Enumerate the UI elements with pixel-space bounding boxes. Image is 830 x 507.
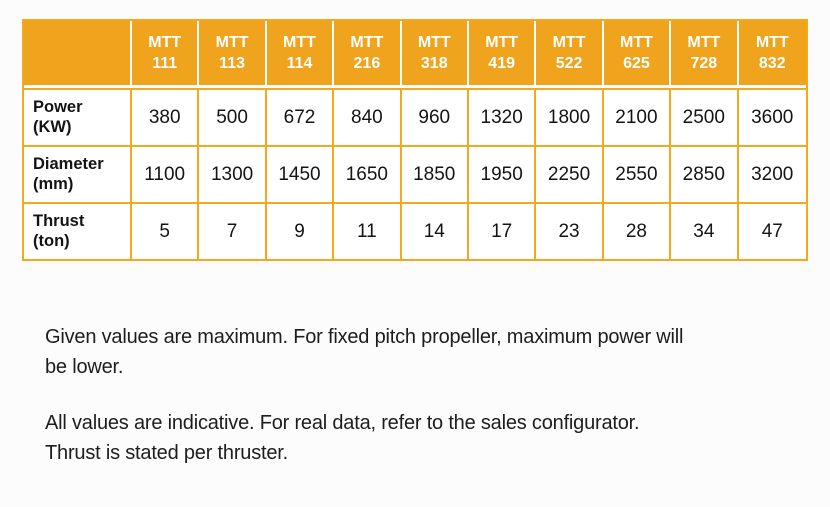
- column-header-mtt-832: MTT 832: [738, 21, 806, 88]
- cell-power-mtt-419: 1320: [468, 88, 537, 145]
- table-header: MTT 111 MTT 113 MTT 114 MTT 216 MTT 318 MTT 419 MTT 5…: [24, 21, 806, 88]
- column-header-series: MTT: [485, 33, 519, 51]
- table-body: Power (KW) 380 500 672 840 960 1320 1800 2100 2500…: [24, 88, 806, 259]
- cell-thrust-mtt-419: 17: [468, 202, 537, 259]
- row-label-unit: (mm): [33, 174, 74, 193]
- cell-thrust-mtt-832: 47: [738, 202, 806, 259]
- column-header-series: MTT: [619, 33, 653, 51]
- column-header-model: 216: [353, 55, 381, 72]
- cell-thrust-mtt-216: 11: [334, 202, 402, 259]
- cell-diameter-mtt-113: 1300: [199, 145, 267, 202]
- column-header-mtt-216: MTT 216: [334, 21, 402, 88]
- note-line: All values are indicative. For real data…: [45, 412, 640, 434]
- column-header-model: 114: [286, 55, 313, 72]
- column-header-series: MTT: [687, 33, 721, 51]
- column-header-mtt-318: MTT 318: [401, 21, 469, 88]
- column-header-mtt-113: MTT 113: [199, 21, 267, 88]
- column-header-model: 318: [420, 55, 448, 72]
- cell-power-mtt-114: 672: [266, 88, 335, 145]
- cell-power-mtt-113: 500: [199, 88, 267, 145]
- cell-power-mtt-318: 960: [401, 88, 469, 145]
- thruster-spec-table: MTT 111 MTT 113 MTT 114 MTT 216 MTT 318 MTT 419 MTT 5…: [22, 19, 808, 261]
- cell-diameter-mtt-832: 3200: [738, 145, 806, 202]
- row-label-name: Thrust: [33, 212, 85, 231]
- column-header-mtt-419: MTT 419: [468, 21, 537, 88]
- cell-power-mtt-832: 3600: [738, 88, 806, 145]
- row-label-unit: (KW): [33, 117, 72, 136]
- cell-thrust-mtt-113: 7: [199, 202, 267, 259]
- column-header-series: MTT: [755, 33, 789, 51]
- cell-thrust-mtt-625: 28: [603, 202, 672, 259]
- column-header-series: MTT: [417, 33, 451, 51]
- cell-power-mtt-216: 840: [334, 88, 402, 145]
- cell-thrust-mtt-111: 5: [132, 202, 200, 259]
- table-header-row: MTT 111 MTT 113 MTT 114 MTT 216 MTT 318 MTT 419 MTT 5…: [24, 21, 806, 88]
- cell-power-mtt-625: 2100: [603, 88, 672, 145]
- column-header-series: MTT: [552, 33, 586, 51]
- row-label-name: Power: [33, 98, 83, 117]
- cell-diameter-mtt-728: 2850: [671, 145, 739, 202]
- table-row-diameter: Diameter (mm) 1100 1300 1450 1650 1850 1950 2250…: [24, 145, 806, 202]
- column-header-model: 522: [555, 55, 583, 72]
- cell-thrust-mtt-728: 34: [671, 202, 739, 259]
- cell-thrust-mtt-114: 9: [266, 202, 335, 259]
- note-indicative: All values are indicative. For real data…: [45, 408, 640, 468]
- column-header-model: 111: [152, 55, 178, 72]
- row-label-name: Diameter: [33, 155, 104, 174]
- cell-diameter-mtt-522: 2250: [536, 145, 604, 202]
- note-line: Thrust is stated per thruster.: [45, 442, 288, 464]
- column-header-mtt-522: MTT 522: [536, 21, 604, 88]
- cell-thrust-mtt-318: 14: [401, 202, 469, 259]
- row-label-unit: (ton): [33, 231, 70, 250]
- row-label-thrust: Thrust (ton): [24, 202, 132, 259]
- column-header-mtt-625: MTT 625: [603, 21, 672, 88]
- column-header-series: MTT: [148, 33, 182, 51]
- cell-power-mtt-522: 1800: [536, 88, 604, 145]
- column-header-model: 728: [690, 55, 718, 72]
- column-header-model: 419: [488, 55, 515, 72]
- column-header-model: 832: [758, 55, 786, 72]
- cell-power-mtt-728: 2500: [671, 88, 739, 145]
- column-header-model: 625: [623, 55, 650, 72]
- cell-diameter-mtt-419: 1950: [468, 145, 537, 202]
- cell-diameter-mtt-216: 1650: [334, 145, 402, 202]
- table-row-power: Power (KW) 380 500 672 840 960 1320 1800 2100 2500…: [24, 88, 806, 145]
- note-line: be lower.: [45, 356, 124, 378]
- row-label-diameter: Diameter (mm): [24, 145, 132, 202]
- column-header-series: MTT: [283, 33, 316, 51]
- row-label-power: Power (KW): [24, 88, 132, 145]
- column-header-series: MTT: [350, 33, 384, 51]
- note-fixed-pitch: Given values are maximum. For fixed pitc…: [45, 322, 683, 382]
- column-header-mtt-114: MTT 114: [266, 21, 335, 88]
- column-header-model: 113: [219, 55, 245, 72]
- cell-diameter-mtt-625: 2550: [603, 145, 672, 202]
- cell-thrust-mtt-522: 23: [536, 202, 604, 259]
- table-corner-cell: [24, 21, 132, 88]
- table-row-thrust: Thrust (ton) 5 7 9 11 14 17 23 28 34 47: [24, 202, 806, 259]
- cell-diameter-mtt-114: 1450: [266, 145, 335, 202]
- note-line: Given values are maximum. For fixed pitc…: [45, 326, 684, 348]
- column-header-mtt-728: MTT 728: [671, 21, 739, 88]
- cell-diameter-mtt-318: 1850: [401, 145, 469, 202]
- cell-power-mtt-111: 380: [132, 88, 200, 145]
- column-header-series: MTT: [215, 33, 249, 51]
- column-header-mtt-111: MTT 111: [132, 21, 200, 88]
- cell-diameter-mtt-111: 1100: [132, 145, 200, 202]
